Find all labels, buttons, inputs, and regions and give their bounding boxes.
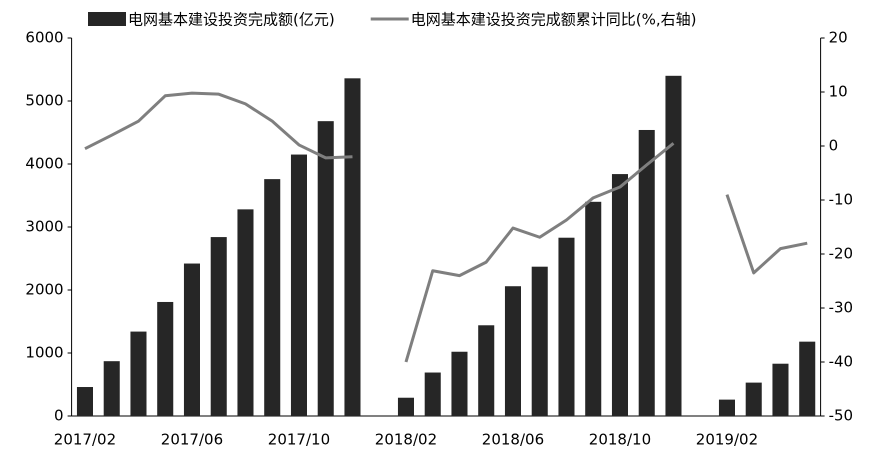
bar [531,266,548,416]
bar [264,179,281,416]
legend-swatch [88,12,126,26]
y2-tick-label: -50 [829,407,854,425]
x-tick-label: 2018/06 [482,431,544,449]
y2-tick-label: -40 [829,353,854,371]
y-tick-label: 5000 [25,92,63,110]
bar [585,201,602,416]
bar [799,341,816,416]
y-tick-label: 4000 [25,155,63,173]
y2-tick-label: 20 [829,29,848,47]
y-tick-label: 3000 [25,218,63,236]
y-tick-label: 6000 [25,29,63,47]
bar [183,263,200,416]
bar [424,372,441,416]
x-tick-label: 2018/10 [589,431,651,449]
bar [210,237,227,416]
bar [317,121,334,416]
bar [344,78,361,416]
bar [611,174,628,416]
legend-label: 电网基本建设投资完成额(亿元) [128,11,335,29]
bar [745,382,762,416]
line [84,91,808,363]
bar [130,331,147,416]
y-tick-label: 2000 [25,281,63,299]
bar [638,129,655,417]
bar [558,237,575,416]
y-tick-label: 1000 [25,344,63,362]
bar [451,351,468,416]
y2-tick-label: 0 [829,137,839,155]
x-tick-label: 2019/02 [696,431,758,449]
y2-tick-label: 10 [829,83,848,101]
x-tick-label: 2017/06 [161,431,223,449]
bar [76,387,93,416]
x-tick-label: 2017/02 [54,431,116,449]
y2-tick-label: -30 [829,299,854,317]
bar [718,399,735,416]
bar [237,209,254,416]
legend-label: 电网基本建设投资完成额累计同比(%,右轴) [411,11,697,29]
y2-tick-label: -10 [829,191,854,209]
bar [504,286,521,416]
bar [478,325,495,416]
bar [290,154,307,417]
y2-tick-label: -20 [829,245,854,263]
x-tick-label: 2018/02 [375,431,437,449]
bar [157,301,174,416]
bar [665,75,682,417]
x-tick-label: 2017/10 [268,431,330,449]
bar [397,397,414,416]
y-tick-label: 0 [54,407,64,425]
bar [103,361,120,416]
bar [772,363,789,416]
